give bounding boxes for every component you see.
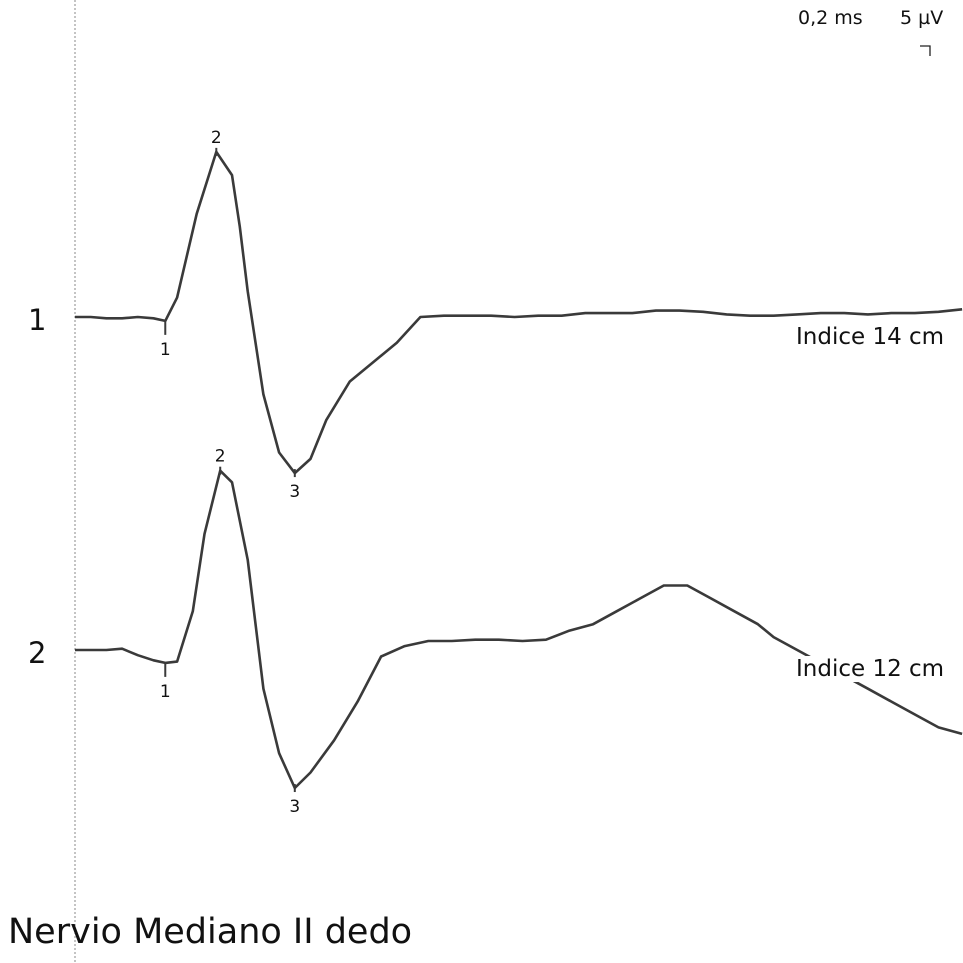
trace-line-2: [75, 469, 963, 790]
marker-label-2-1: 1: [160, 682, 171, 702]
traces-group: 1 2 3 1 2 3: [75, 128, 963, 817]
trace-label-2: Indice 12 cm: [796, 656, 945, 682]
marker-label-2-2: 2: [215, 447, 226, 467]
marker-label-1-3: 3: [289, 482, 300, 502]
amplitude-scale-label: 5 µV: [900, 7, 944, 29]
marker-label-1-1: 1: [160, 340, 171, 360]
marker-label-2-3: 3: [289, 797, 300, 817]
scale-bar: [920, 45, 931, 56]
trace-line-1: [75, 150, 963, 475]
trace-label-1: Indice 14 cm: [796, 324, 945, 350]
marker-label-1-2: 2: [211, 128, 222, 148]
trace-number-2: 2: [28, 636, 47, 670]
figure-title: Nervio Mediano II dedo: [8, 912, 413, 952]
time-scale-label: 0,2 ms: [798, 7, 863, 29]
trace-number-1: 1: [28, 303, 47, 337]
